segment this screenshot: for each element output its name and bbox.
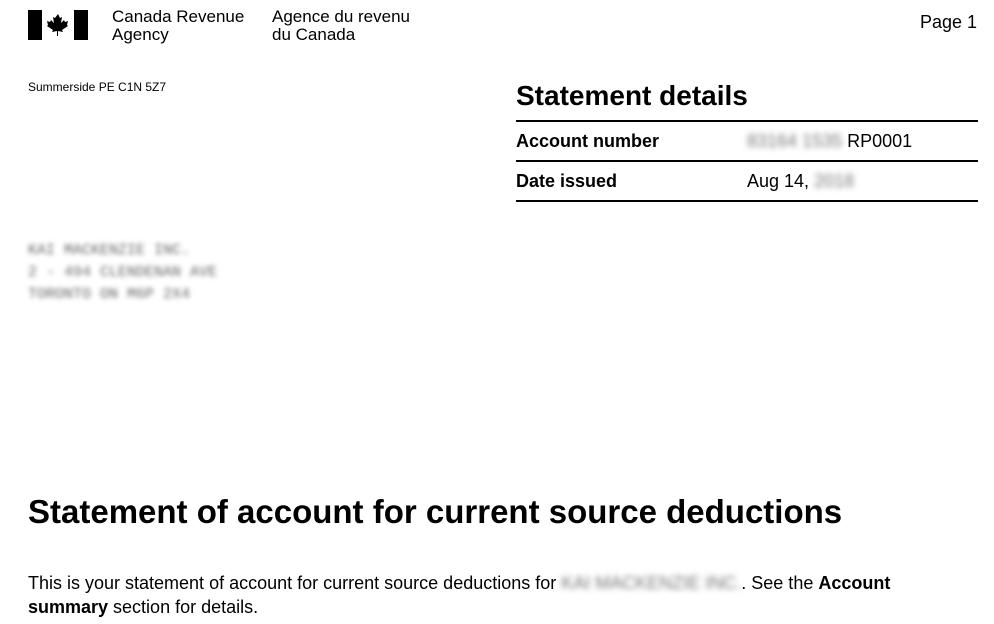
address-line: KAI MACKENZIE INC.: [28, 242, 191, 259]
account-number-redacted: 83164 1535: [747, 130, 843, 151]
sender-address: Summerside PE C1N 5Z7: [28, 80, 167, 94]
intro-text: This is your statement of account for cu…: [28, 573, 562, 593]
maple-leaf-icon: [42, 10, 74, 40]
agency-fr-line1: Agence du revenu: [272, 7, 410, 26]
agency-name-en: Canada Revenue Agency: [112, 8, 244, 44]
account-number-row: Account number 83164 1535 RP0001: [516, 120, 978, 160]
account-number-label: Account number: [516, 130, 660, 151]
agency-en-line2: Agency: [112, 25, 169, 44]
statement-details: Statement details Account number 83164 1…: [516, 80, 978, 202]
date-issued-value: Aug 14,: [747, 170, 810, 191]
account-summary-ref: Account: [818, 573, 891, 593]
page-title: Statement of account for current source …: [28, 493, 843, 530]
statement-details-title: Statement details: [516, 80, 748, 111]
agency-fr-line2: du Canada: [272, 25, 356, 44]
canada-flag-logo: [28, 10, 88, 40]
intro-paragraph: This is your statement of account for cu…: [28, 571, 968, 619]
address-line: TORONTO ON M6P 2X4: [28, 286, 191, 303]
agency-en-line1: Canada Revenue: [112, 7, 245, 26]
date-issued-year-redacted: 2018: [814, 170, 855, 191]
intro-text: . See the: [741, 573, 819, 593]
date-issued-row: Date issued Aug 14, 2018: [516, 160, 978, 202]
date-issued-label: Date issued: [516, 170, 618, 191]
agency-name-fr: Agence du revenu du Canada: [272, 8, 410, 44]
intro-text: section for details.: [108, 597, 259, 617]
page-number: Page 1: [919, 12, 977, 32]
intro-name-redacted: KAI MACKENZIE INC.: [561, 573, 742, 593]
account-number-suffix: RP0001: [847, 130, 913, 151]
account-summary-ref: summary: [28, 597, 109, 617]
recipient-address: KAI MACKENZIE INC. 2 - 494 CLENDENAN AVE…: [28, 240, 217, 306]
address-line: 2 - 494 CLENDENAN AVE: [28, 264, 218, 281]
